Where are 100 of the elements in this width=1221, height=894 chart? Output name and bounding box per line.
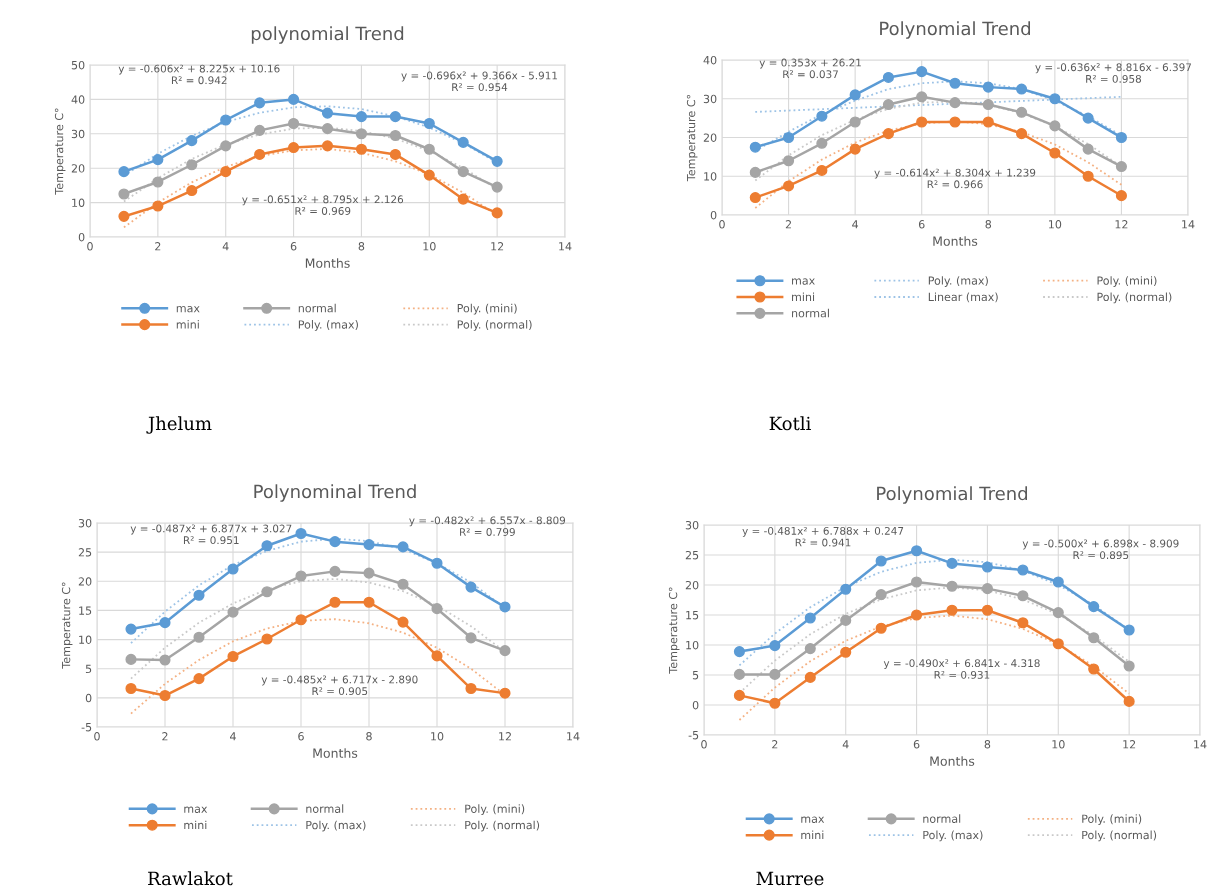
point <box>288 117 300 130</box>
point <box>193 589 205 601</box>
point <box>491 181 503 193</box>
point <box>227 563 239 575</box>
point <box>220 166 232 178</box>
point <box>261 540 273 552</box>
x-tick-label: 6 <box>913 740 920 749</box>
y-axis-title: Temperature C° <box>54 108 66 195</box>
point <box>457 193 469 205</box>
x-tick-label: 8 <box>366 732 372 741</box>
y-tick-label: 20 <box>703 133 717 142</box>
y-tick-label: 30 <box>685 520 699 530</box>
point <box>816 164 828 176</box>
point <box>465 632 477 644</box>
x-tick-label: 12 <box>1115 220 1128 229</box>
point <box>321 107 334 119</box>
point <box>389 111 401 123</box>
point <box>816 137 828 149</box>
y-tick-label: 20 <box>71 164 85 173</box>
point <box>981 604 993 616</box>
point <box>152 200 164 212</box>
point <box>491 207 503 219</box>
point <box>816 110 828 122</box>
point <box>982 116 994 128</box>
point <box>840 583 852 595</box>
annotation: y = -0.606x² + 8.225x + 10.16 R² = 0.942 <box>118 64 280 85</box>
y-tick-label: 10 <box>72 198 85 207</box>
y-tick-label: 5 <box>85 664 92 674</box>
point <box>769 640 781 652</box>
point <box>159 617 171 629</box>
point <box>911 545 923 557</box>
point <box>875 622 887 634</box>
point <box>946 557 958 569</box>
point <box>491 155 503 167</box>
point <box>804 612 816 624</box>
legend-label: Poly. (normal) <box>465 820 540 832</box>
x-tick-label: 14 <box>1194 740 1207 749</box>
point <box>220 114 232 126</box>
y-tick-label: 50 <box>71 60 85 70</box>
y-axis-title: Temperature C° <box>668 587 680 674</box>
x-tick-label: 10 <box>431 732 444 741</box>
point <box>152 154 164 166</box>
point <box>849 143 861 155</box>
point <box>882 128 894 140</box>
chart-title: Polynominal Trend <box>254 484 416 502</box>
point <box>423 117 435 130</box>
point <box>1082 170 1094 182</box>
point <box>389 129 401 142</box>
x-tick-label: 6 <box>918 220 925 229</box>
annotation: y = -0.651x² + 8.795x + 2.126 R² = 0.969 <box>242 195 404 215</box>
y-tick-label: 25 <box>78 548 92 557</box>
point <box>1115 161 1127 173</box>
point <box>295 614 307 626</box>
legend-label: mini <box>184 820 207 830</box>
point <box>1016 83 1028 95</box>
point <box>911 576 923 588</box>
point <box>499 601 511 613</box>
point <box>363 596 375 608</box>
point <box>949 116 961 128</box>
point <box>849 89 861 101</box>
point <box>1017 590 1029 602</box>
annotation: y = -0.481x² + 6.788x + 0.247 R² = 0.941 <box>742 526 904 547</box>
point <box>355 143 367 155</box>
legend-label: Poly. (max) <box>306 820 366 832</box>
legend-label: normal <box>923 814 961 823</box>
y-tick-label: 0 <box>78 232 85 242</box>
point <box>457 166 469 178</box>
chart-title: polynomial Trend <box>251 26 404 44</box>
point <box>1052 638 1064 650</box>
point <box>1115 131 1127 144</box>
point <box>1016 106 1028 118</box>
point <box>982 81 994 93</box>
annotation: y = -0.490x² + 6.841x - 4.318 R² = 0.931 <box>883 659 1040 679</box>
y-tick-label: 10 <box>704 172 717 181</box>
x-tick-label: 4 <box>852 220 859 229</box>
point <box>288 142 300 154</box>
point <box>499 645 511 657</box>
x-tick-label: 6 <box>290 242 297 251</box>
legend-label: max <box>184 806 208 813</box>
point <box>355 111 367 123</box>
point <box>261 633 273 645</box>
x-tick-label: 8 <box>985 220 992 229</box>
point <box>389 148 401 160</box>
y-tick-label: 40 <box>71 95 85 104</box>
x-tick-label: 12 <box>499 732 511 741</box>
point <box>118 166 130 178</box>
point <box>397 616 409 628</box>
legend-label: max <box>801 816 825 823</box>
legend-label: normal <box>298 303 336 313</box>
point <box>363 567 375 579</box>
x-tick-label: 8 <box>984 740 991 749</box>
chart-title: Polynomial Trend <box>877 486 1028 504</box>
point <box>193 673 205 685</box>
point <box>981 561 993 573</box>
x-tick-label: 12 <box>491 242 504 251</box>
point <box>916 116 928 128</box>
point <box>749 166 761 178</box>
legend-label: max <box>792 278 815 285</box>
annotation: y = -0.487x² + 6.877x + 3.027 R² = 0.951 <box>130 524 292 545</box>
x-tick-label: 2 <box>785 220 791 229</box>
